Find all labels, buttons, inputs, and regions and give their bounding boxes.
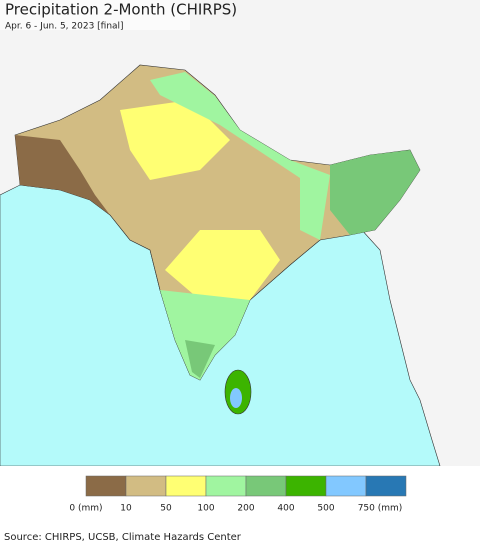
map <box>0 0 480 467</box>
source: Source: CHIRPS, UCSB, Climate Hazards Ce… <box>4 532 242 543</box>
region-north <box>120 100 230 180</box>
region-south <box>160 290 250 380</box>
legend: 0 (mm) 10 50 100 200 400 500 750 (mm) <box>69 475 407 514</box>
legend-swatch <box>365 475 407 497</box>
legend-label: 100 <box>197 504 214 514</box>
legend-swatch <box>285 475 327 497</box>
region-central <box>165 230 280 300</box>
region-arid <box>15 135 110 215</box>
title: Precipitation 2-Month (CHIRPS) <box>5 1 237 19</box>
legend-label: 200 <box>237 504 254 514</box>
legend-label: 500 <box>317 504 334 514</box>
legend-swatch <box>125 475 167 497</box>
region-southwest <box>185 340 215 378</box>
legend-swatch <box>325 475 367 497</box>
legend-label: 750 (mm) <box>358 504 403 514</box>
region-himalaya <box>150 72 330 240</box>
legend-label: 50 <box>160 504 172 514</box>
region-northeast <box>330 150 420 235</box>
legend-swatch <box>85 475 127 497</box>
legend-swatch <box>245 475 287 497</box>
sri-lanka-wet <box>230 388 242 408</box>
legend-swatch <box>165 475 207 497</box>
legend-label: 10 <box>120 504 132 514</box>
legend-label: 0 (mm) <box>69 504 102 514</box>
legend-label: 400 <box>277 504 294 514</box>
subtitle: Apr. 6 - Jun. 5, 2023 [final] <box>5 22 124 32</box>
title-backdrop <box>0 0 190 30</box>
legend-swatch <box>205 475 247 497</box>
